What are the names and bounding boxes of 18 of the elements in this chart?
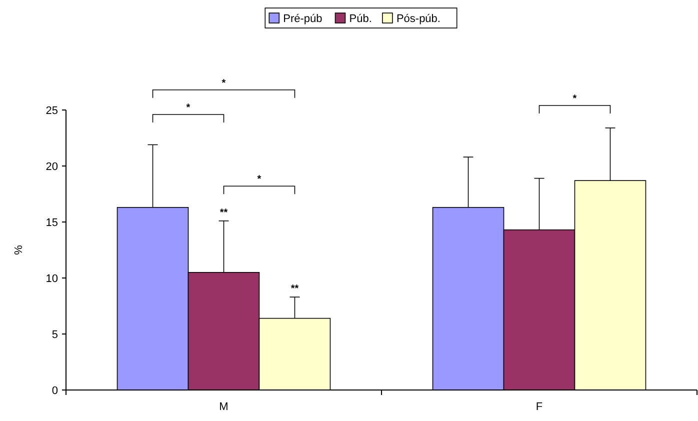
legend-label: Pós-púb. [396, 13, 440, 25]
legend-label: Pré-púb [283, 13, 322, 25]
annotation: ** [220, 207, 228, 218]
y-tick-label: 25 [46, 104, 58, 117]
y-tick-label: 15 [46, 216, 58, 229]
annotation: * [257, 174, 262, 186]
y-axis-title: % [13, 244, 25, 255]
x-tick-label: M [219, 401, 228, 413]
y-tick-label: 20 [46, 160, 58, 173]
y-tick-label: 10 [46, 272, 58, 285]
y-tick-label: 5 [52, 328, 58, 341]
y-tick-label: 0 [52, 384, 58, 397]
text: * [222, 78, 226, 89]
text: * [572, 94, 577, 105]
x-tick-label: F [536, 401, 543, 413]
annotation: ** [290, 283, 299, 294]
annotation: * [186, 102, 190, 114]
legend-label: Púb. [349, 13, 372, 25]
